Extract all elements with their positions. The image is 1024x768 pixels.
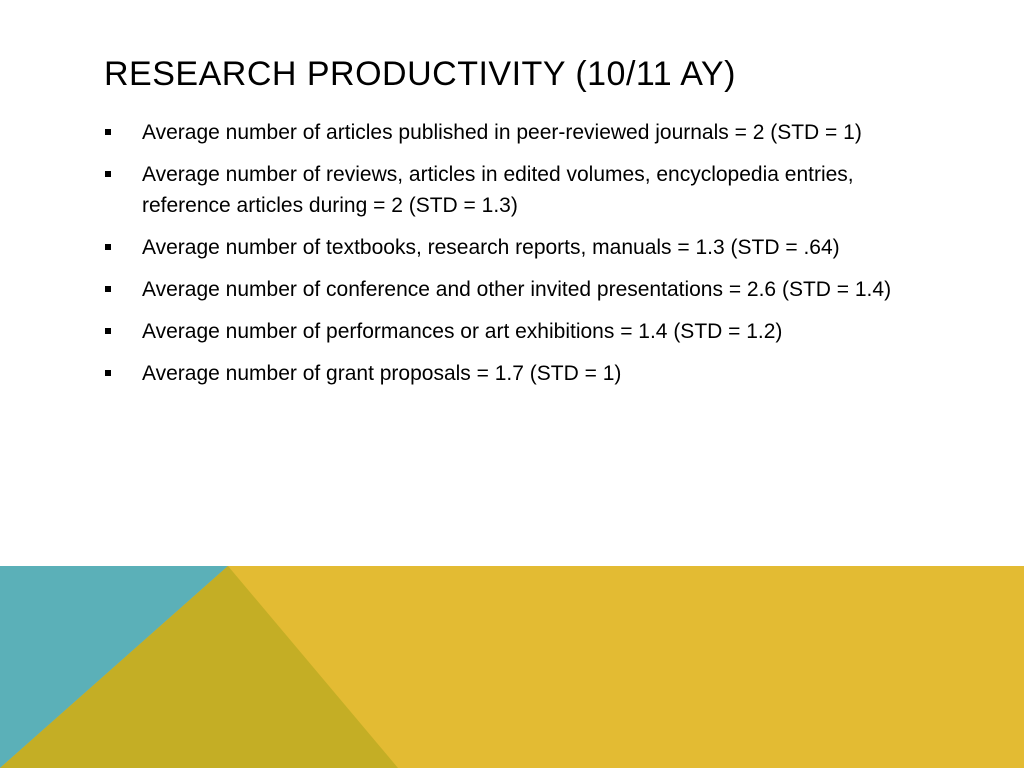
square-bullet-icon xyxy=(105,244,111,250)
square-bullet-icon xyxy=(105,171,111,177)
bullet-text: Average number of textbooks, research re… xyxy=(142,236,840,259)
bullet-text: Average number of conference and other i… xyxy=(142,278,892,301)
bullet-item: Average number of performances or art ex… xyxy=(104,316,904,347)
square-bullet-icon xyxy=(105,129,111,135)
bullet-item: Average number of conference and other i… xyxy=(104,274,904,305)
bullet-text: Average number of grant proposals = 1.7 … xyxy=(142,362,622,385)
footer-shapes xyxy=(0,566,1024,768)
bullet-text: Average number of performances or art ex… xyxy=(142,320,783,343)
bullet-item: Average number of reviews, articles in e… xyxy=(104,159,904,221)
slide-title: RESEARCH PRODUCTIVITY (10/11 AY) xyxy=(104,55,736,93)
bullet-item: Average number of grant proposals = 1.7 … xyxy=(104,358,904,389)
bullet-text: Average number of reviews, articles in e… xyxy=(142,163,854,217)
decorative-footer-band xyxy=(0,566,1024,768)
square-bullet-icon xyxy=(105,286,111,292)
bullet-item: Average number of articles published in … xyxy=(104,117,904,148)
square-bullet-icon xyxy=(105,328,111,334)
bullet-item: Average number of textbooks, research re… xyxy=(104,232,904,263)
footer-olive-triangle xyxy=(0,566,398,768)
bullet-text: Average number of articles published in … xyxy=(142,121,862,144)
square-bullet-icon xyxy=(105,370,111,376)
bullet-list: Average number of articles published in … xyxy=(104,117,904,400)
